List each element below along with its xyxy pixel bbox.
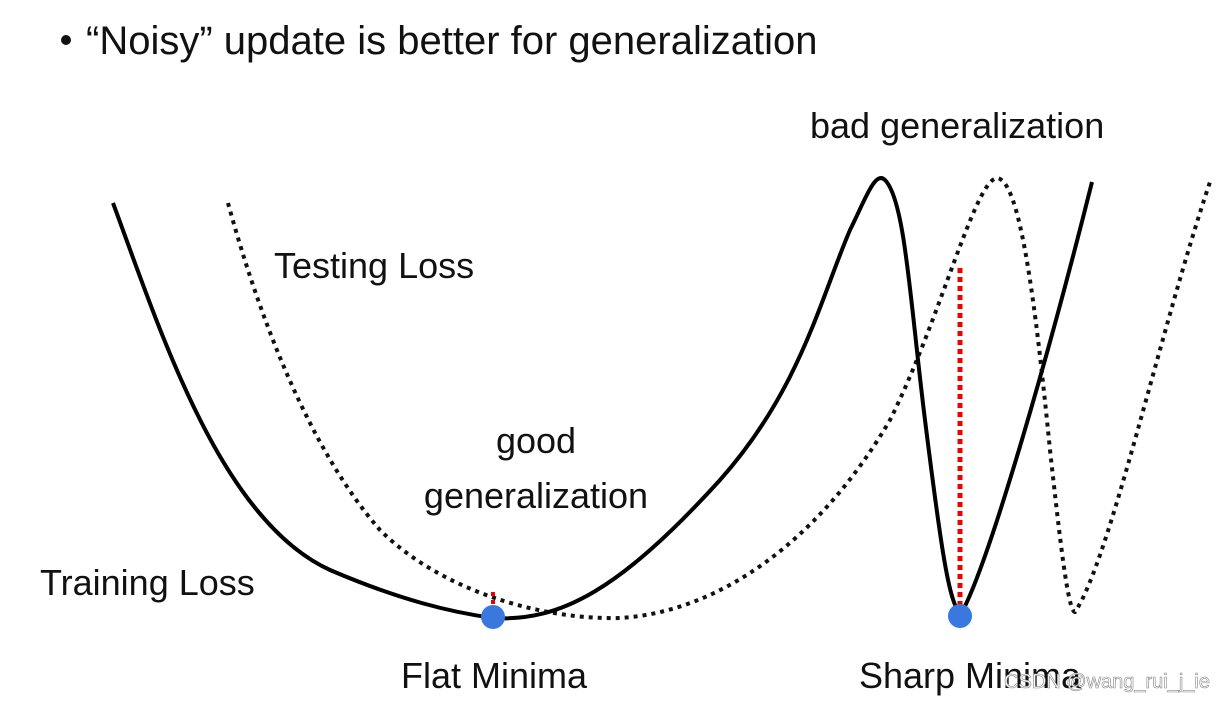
minimum-dot: [948, 604, 972, 628]
label: Flat Minima: [401, 655, 588, 696]
label: Testing Loss: [274, 245, 474, 286]
label: Training Loss: [40, 562, 255, 603]
label: bad generalization: [810, 105, 1104, 146]
training-loss-curve: [111, 176, 1094, 621]
minimum-dot: [481, 605, 505, 629]
testing-loss-curve: [226, 175, 1212, 621]
label: good: [496, 420, 576, 461]
label: Sharp Minima: [859, 655, 1082, 696]
label: generalization: [424, 475, 648, 516]
title: “Noisy” update is better for generalizat…: [86, 19, 817, 63]
watermark: CSDN @wang_rui_j_ie: [1004, 671, 1210, 693]
bullet: [61, 35, 71, 45]
